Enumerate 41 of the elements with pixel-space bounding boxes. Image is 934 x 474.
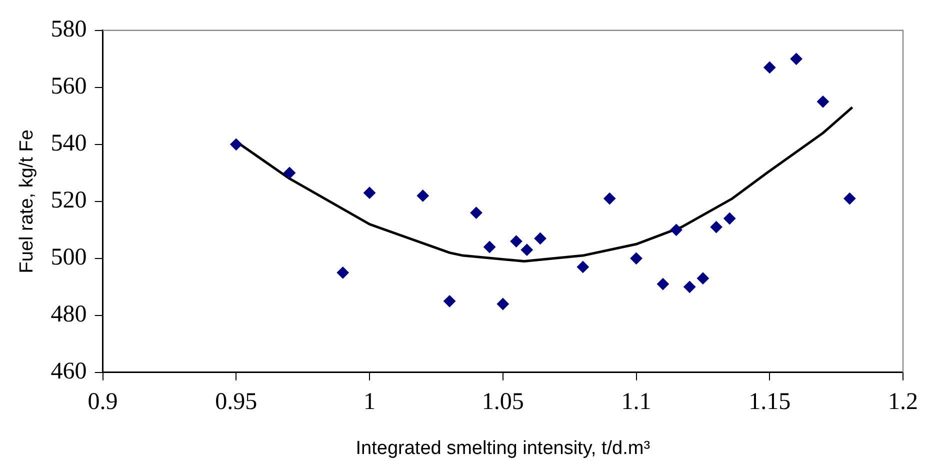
x-tick-label: 0.95 [215, 389, 258, 416]
x-tick-label: 1.1 [621, 389, 652, 416]
point [520, 244, 533, 256]
point [724, 212, 736, 224]
point [684, 280, 696, 293]
point [364, 186, 376, 199]
x-tick-label: 1 [364, 389, 376, 416]
point [816, 96, 829, 108]
point [764, 61, 776, 74]
y-axis-title: Fuel rate, kg/t Fe [16, 130, 38, 274]
point [510, 235, 522, 248]
point [336, 266, 349, 279]
point [844, 192, 856, 205]
y-tick-label: 460 [50, 358, 87, 385]
point [484, 241, 496, 253]
point [576, 260, 589, 273]
x-tick-label: 1.2 [888, 389, 918, 416]
point [630, 252, 642, 264]
point [656, 278, 669, 290]
point [284, 166, 296, 179]
point [710, 221, 722, 234]
x-tick-label: 1.05 [482, 389, 524, 416]
x-tick-label: 1.15 [748, 389, 791, 416]
y-tick-label: 580 [50, 16, 87, 43]
point [534, 232, 546, 244]
y-tick-label: 540 [50, 130, 87, 157]
y-tick-label: 560 [50, 74, 87, 100]
x-axis-title: Integrated smelting intensity, t/d.m³ [356, 438, 650, 459]
point [696, 272, 709, 284]
point [790, 52, 802, 65]
y-tick-label: 480 [50, 302, 87, 328]
point [230, 138, 242, 150]
point [496, 298, 509, 310]
point [416, 190, 429, 202]
x-tick-label: 0.9 [88, 389, 118, 416]
y-tick-label: 500 [50, 244, 87, 271]
y-tick-label: 520 [50, 188, 87, 214]
point [604, 192, 616, 205]
point [670, 224, 682, 236]
point [444, 295, 456, 308]
point [470, 206, 482, 219]
